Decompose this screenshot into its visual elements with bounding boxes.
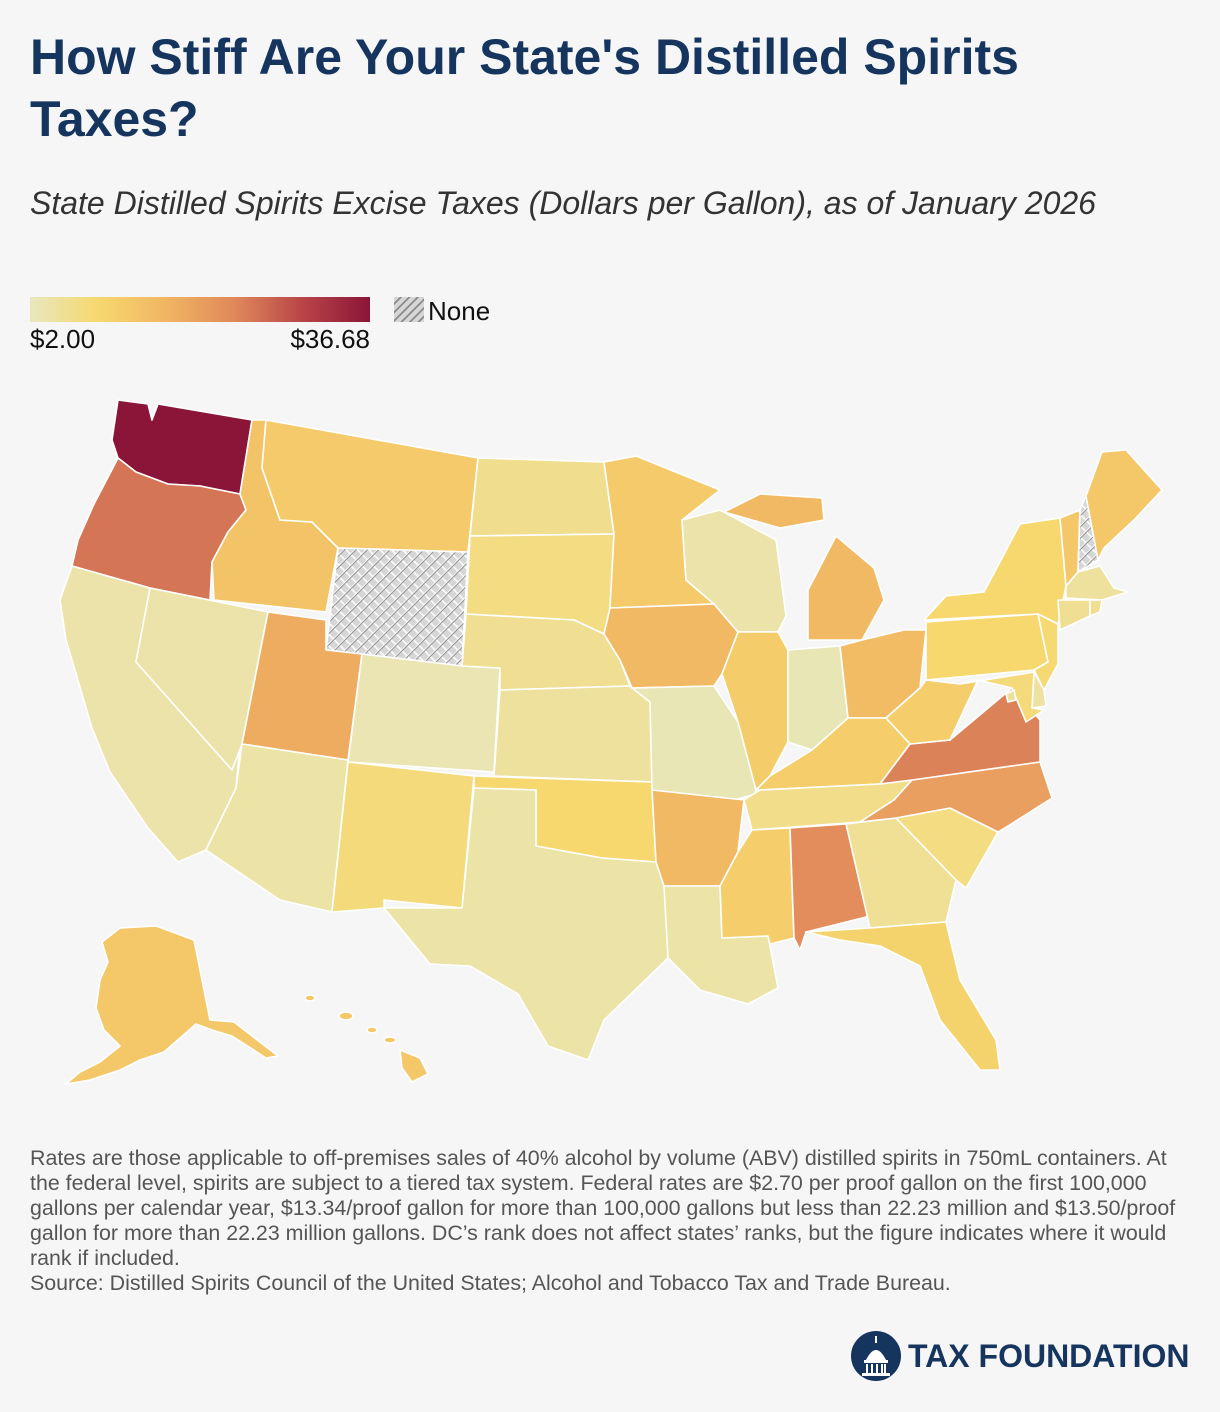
state-FL[interactable] (805, 921, 1001, 1071)
state-ME[interactable] (1085, 449, 1163, 561)
brand-name: TAX FOUNDATION (908, 1337, 1190, 1374)
state-NM[interactable] (331, 761, 475, 913)
us-states-map (59, 399, 1163, 1085)
state-CO[interactable] (347, 653, 501, 773)
state-ND[interactable] (469, 457, 615, 537)
state-TX[interactable] (383, 787, 669, 1061)
legend-gradient-bar (30, 297, 370, 322)
legend-min-label: $2.00 (30, 324, 96, 354)
state-DC[interactable] (1005, 689, 1017, 703)
chart-notes: Rates are those applicable to off-premis… (30, 1146, 1176, 1270)
state-PA[interactable] (925, 613, 1049, 681)
state-CT[interactable] (1057, 599, 1091, 631)
chart-subtitle: State Distilled Spirits Excise Taxes (Do… (30, 185, 1096, 221)
chart-source: Source: Distilled Spirits Council of the… (30, 1271, 951, 1295)
capitol-dome-icon (851, 1331, 901, 1381)
state-HI[interactable] (304, 994, 429, 1083)
state-MI[interactable] (723, 493, 885, 641)
state-MS[interactable] (719, 827, 795, 945)
chart-title: How Stiff Are Your State's Distilled Spi… (30, 29, 1019, 147)
state-NY[interactable] (923, 517, 1067, 625)
legend-none-swatch (394, 297, 424, 322)
state-AK[interactable] (65, 925, 279, 1085)
state-MA[interactable] (1065, 565, 1129, 601)
tax-foundation-logo[interactable]: TAX FOUNDATION (850, 1330, 1189, 1382)
state-NV[interactable] (135, 587, 269, 771)
legend-max-label: $36.68 (290, 324, 370, 354)
state-KS[interactable] (493, 685, 653, 783)
state-RI[interactable] (1089, 599, 1103, 617)
legend-none-label: None (428, 296, 491, 326)
state-WY[interactable] (325, 547, 469, 667)
state-MD[interactable] (959, 671, 1045, 723)
